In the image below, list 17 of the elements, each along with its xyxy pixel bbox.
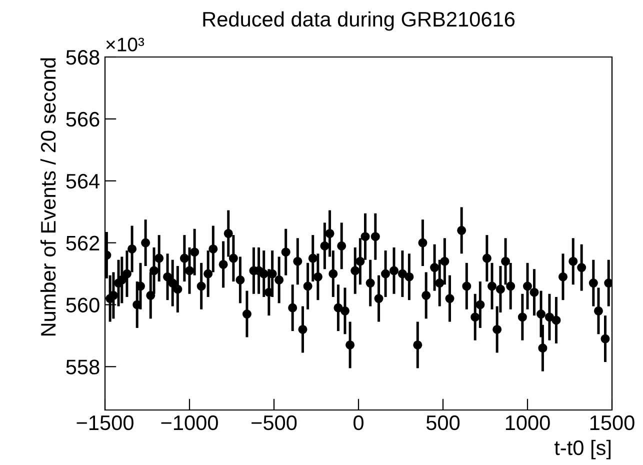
x-tick-label: 0 (354, 415, 364, 430)
x-tick-label: −500 (252, 415, 297, 430)
y-tick-label: 558 (66, 360, 100, 374)
y-tick-label: 564 (66, 174, 100, 189)
y-tick-label: 568 (66, 50, 100, 65)
y-tick-label: 566 (66, 112, 100, 127)
y-axis-title: Number of Events / 20 second (40, 58, 56, 336)
y-tick-label: 562 (66, 236, 100, 251)
x-tick-label: 1000 (506, 415, 550, 430)
x-tick-label: 1500 (590, 415, 634, 430)
text: ×10³ (106, 38, 144, 52)
x-axis-title: t-t0 [s] (554, 440, 611, 460)
x-tick-label: −1000 (161, 415, 218, 430)
x-tick-label: 500 (426, 415, 460, 430)
x-tick-label: −1500 (76, 415, 134, 430)
y-tick-label: 560 (66, 298, 100, 312)
chart-title: Reduced data during GRB210616 (203, 11, 515, 31)
